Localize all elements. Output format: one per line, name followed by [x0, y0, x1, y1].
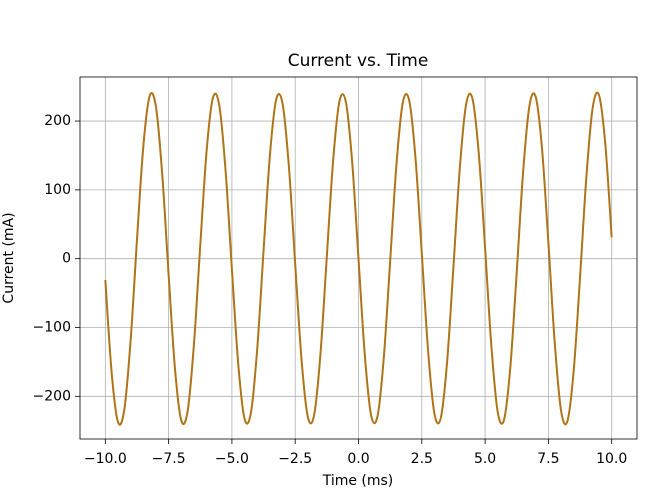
y-tick-label: 200 — [44, 113, 71, 129]
x-tick-label: 2.5 — [411, 451, 433, 467]
y-tick-label: 100 — [44, 182, 71, 198]
x-tick-label: −2.5 — [278, 451, 312, 467]
y-tick-label: 0 — [62, 251, 71, 267]
y-tick-label: −200 — [33, 388, 71, 404]
chart-title: Current vs. Time — [288, 51, 429, 71]
plot-frame — [79, 76, 638, 440]
x-tick-label: 5.0 — [474, 451, 496, 467]
x-tick-label: 7.5 — [537, 451, 559, 467]
x-axis-label: Time (ms) — [322, 473, 394, 489]
x-tick-label: −7.5 — [152, 451, 186, 467]
x-tick-label: 0.0 — [347, 451, 369, 467]
x-tick-label: −10.0 — [84, 451, 127, 467]
x-tick-label: −5.0 — [215, 451, 249, 467]
data-line — [104, 91, 613, 426]
x-tick-label: 10.0 — [596, 451, 627, 467]
y-axis-label: Current (mA) — [1, 212, 17, 303]
y-tick-label: −100 — [33, 320, 71, 336]
